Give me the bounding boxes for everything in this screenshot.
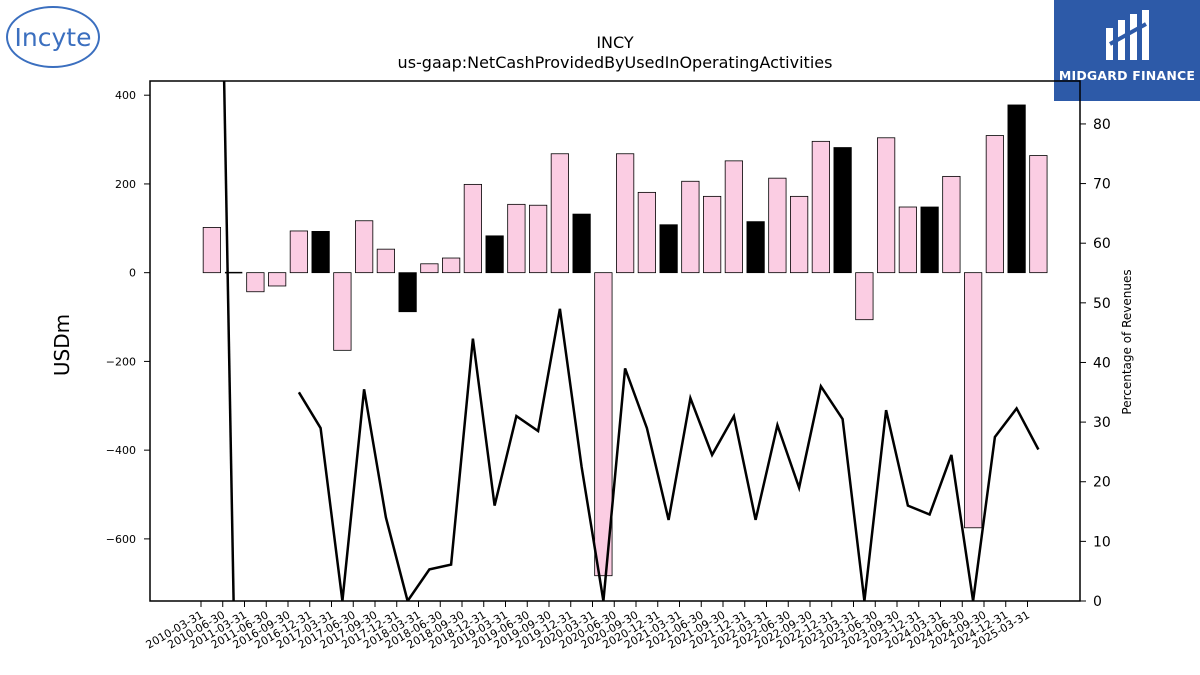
bar [572,213,591,274]
bar [964,272,983,529]
bar [355,220,374,274]
percentage-line [222,81,235,601]
bar [485,235,504,274]
bar [550,153,569,274]
company-logo-text: Incyte [14,22,92,52]
y2-tick-label: 10 [1093,534,1111,550]
y2-tick-label: 80 [1093,117,1111,133]
y-tick-label: 400 [115,89,136,102]
bar [768,177,787,274]
bar [942,175,961,274]
bar [1029,155,1048,274]
brand-name: MIDGARD FINANCE [1058,68,1196,83]
percentage-line [297,308,1040,601]
bar [616,153,635,274]
y-tick-label: −600 [106,533,136,546]
brand-mark-icon [1106,10,1149,60]
bar [442,257,461,274]
bar [1007,104,1026,274]
plot-frame [149,80,1081,602]
bar [746,221,765,274]
bar [507,203,526,274]
y2-tick-label: 50 [1093,296,1111,312]
y2-tick-label: 20 [1093,475,1111,491]
bar [985,135,1004,274]
bar [289,230,308,274]
bar [202,227,221,274]
incyte-logo: Incyte [6,6,100,68]
bar [681,180,700,274]
y2-tick-label: 70 [1093,177,1111,193]
bar [833,147,852,274]
y2-tick-label: 60 [1093,236,1111,252]
chart-title: INCY [596,33,634,52]
bar [724,160,743,274]
bar [811,140,830,274]
bar [268,272,287,287]
bar [703,195,722,274]
y2-tick-label: 40 [1093,355,1111,371]
bar [246,272,265,293]
bar [529,204,548,274]
y-tick-label: 0 [129,267,136,280]
y2-tick-label: 0 [1093,594,1102,610]
chart-subtitle: us-gaap:NetCashProvidedByUsedInOperating… [397,53,833,72]
bar [333,272,352,351]
bar [920,206,939,274]
y2-tick-label: 30 [1093,415,1111,431]
bar [855,272,874,321]
midgard-finance-logo: MIDGARD FINANCE [1054,0,1200,101]
y-tick-label: −200 [106,355,136,368]
bar [311,231,330,274]
bar [420,263,439,274]
bar [637,191,656,274]
bar [463,183,482,274]
bar [898,206,917,274]
bar [877,137,896,274]
bar [659,224,678,274]
bar [376,248,395,274]
y-tick-label: 200 [115,178,136,191]
bar [790,195,809,274]
bar [398,272,417,313]
y-tick-label: −400 [106,444,136,457]
bar [594,272,613,577]
